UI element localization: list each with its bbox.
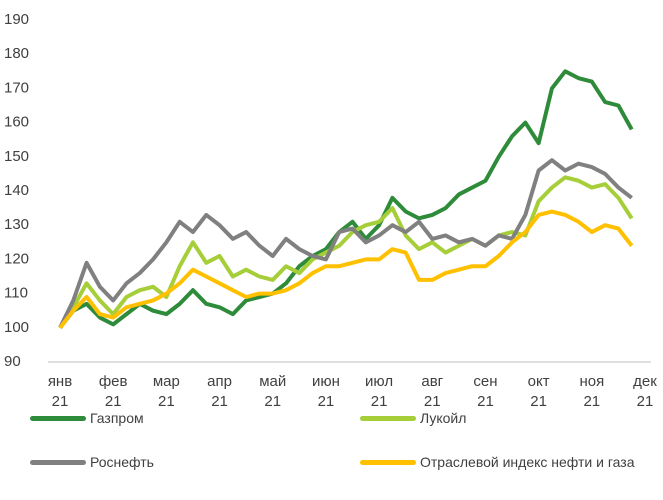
- x-tick-label: ноя 21: [579, 373, 605, 410]
- legend-swatch: [360, 415, 416, 421]
- y-tick-label: 90: [4, 353, 21, 370]
- legend-entry: Отраслевой индекс нефти и газа: [360, 454, 634, 470]
- x-tick-label: июн 21: [311, 373, 340, 410]
- x-tick-label: мар 21: [152, 373, 180, 410]
- x-tick-label: июл 21: [365, 373, 394, 410]
- x-tick-label: янв 21: [47, 373, 73, 410]
- legend-entry: Газпром: [30, 410, 144, 426]
- y-tick-label: 180: [4, 45, 29, 62]
- legend-label: Лукойл: [420, 410, 467, 426]
- legend-label: Роснефть: [90, 454, 154, 470]
- line-series: [58, 158, 633, 329]
- y-tick-label: 170: [4, 79, 29, 96]
- line-series: [58, 175, 634, 329]
- x-tick-label: фев 21: [98, 373, 128, 410]
- legend-swatch: [30, 415, 86, 421]
- y-tick-label: 190: [4, 11, 29, 28]
- legend-label: Газпром: [90, 410, 144, 426]
- x-tick-label: окт 21: [527, 373, 550, 410]
- line-series: [58, 209, 634, 330]
- x-tick-label: сен 21: [473, 373, 498, 410]
- y-tick-label: 150: [4, 148, 29, 165]
- y-tick-label: 120: [4, 250, 29, 267]
- line-series: [58, 69, 634, 330]
- legend-label: Отраслевой индекс нефти и газа: [420, 454, 635, 470]
- x-tick-label: авг 21: [421, 373, 444, 410]
- x-tick-label: май 21: [259, 373, 287, 410]
- y-tick-label: 100: [4, 319, 29, 336]
- legend-entry: Роснефть: [30, 454, 154, 470]
- y-tick-label: 110: [4, 285, 28, 302]
- x-tick-label: дек 21: [633, 373, 657, 410]
- legend-swatch: [360, 459, 416, 465]
- legend-swatch: [30, 459, 86, 465]
- x-tick-label: апр 21: [207, 373, 232, 410]
- y-tick-label: 130: [4, 216, 29, 233]
- legend-entry: Лукойл: [360, 410, 466, 426]
- y-tick-label: 160: [4, 114, 29, 131]
- y-tick-label: 140: [4, 182, 29, 199]
